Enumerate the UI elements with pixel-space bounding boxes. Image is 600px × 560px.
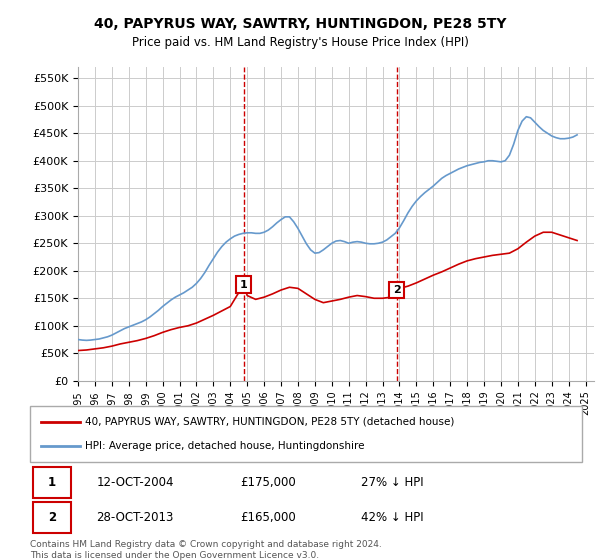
Text: 1: 1 (48, 476, 56, 489)
Text: 12-OCT-2004: 12-OCT-2004 (96, 476, 174, 489)
FancyBboxPatch shape (30, 406, 582, 462)
Text: Contains HM Land Registry data © Crown copyright and database right 2024.
This d: Contains HM Land Registry data © Crown c… (30, 540, 382, 560)
Text: £175,000: £175,000 (240, 476, 296, 489)
Text: 2: 2 (392, 285, 400, 295)
FancyBboxPatch shape (33, 467, 71, 498)
FancyBboxPatch shape (33, 502, 71, 533)
Text: 28-OCT-2013: 28-OCT-2013 (96, 511, 173, 524)
Text: Price paid vs. HM Land Registry's House Price Index (HPI): Price paid vs. HM Land Registry's House … (131, 36, 469, 49)
Text: 42% ↓ HPI: 42% ↓ HPI (361, 511, 424, 524)
Text: 27% ↓ HPI: 27% ↓ HPI (361, 476, 424, 489)
Text: HPI: Average price, detached house, Huntingdonshire: HPI: Average price, detached house, Hunt… (85, 441, 365, 451)
Text: 40, PAPYRUS WAY, SAWTRY, HUNTINGDON, PE28 5TY: 40, PAPYRUS WAY, SAWTRY, HUNTINGDON, PE2… (94, 17, 506, 31)
Text: £165,000: £165,000 (240, 511, 296, 524)
Text: 40, PAPYRUS WAY, SAWTRY, HUNTINGDON, PE28 5TY (detached house): 40, PAPYRUS WAY, SAWTRY, HUNTINGDON, PE2… (85, 417, 455, 427)
Text: 2: 2 (48, 511, 56, 524)
Text: 1: 1 (240, 279, 248, 290)
